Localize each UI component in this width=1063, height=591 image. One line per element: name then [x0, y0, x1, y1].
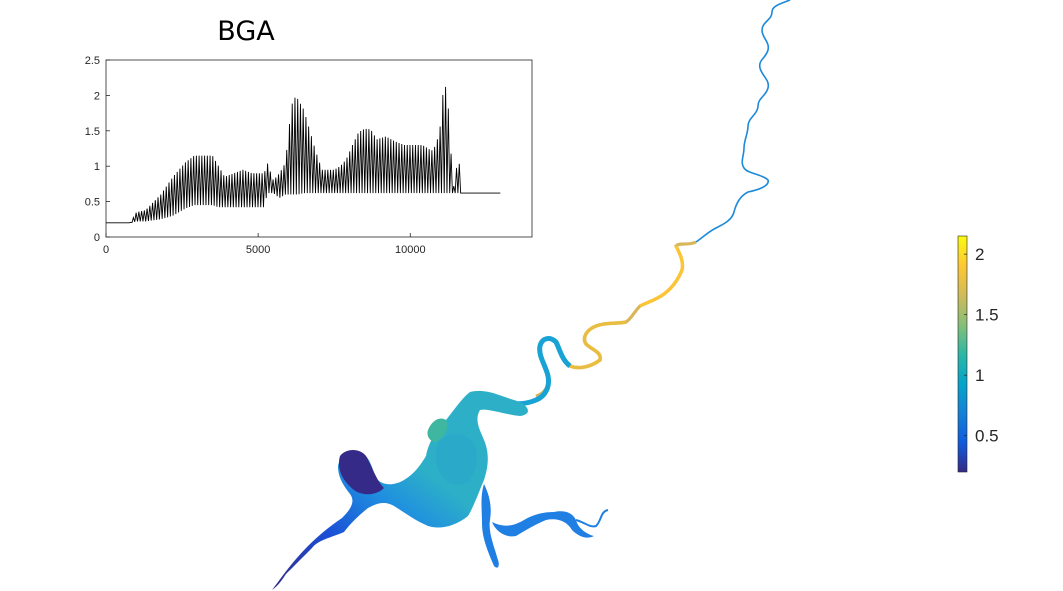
colorbar-tick-label: 0.5	[975, 427, 999, 446]
colorbar-bar	[957, 235, 968, 473]
y-axis: 0 0.5 1 1.5 2 2.5	[85, 55, 110, 244]
lake-body	[272, 390, 528, 590]
x-axis: 0 5000 10000	[103, 233, 426, 256]
x-tick-label: 5000	[246, 244, 270, 256]
lake-green-patch	[427, 418, 448, 442]
river-east-tail	[575, 509, 609, 528]
x-tick-label: 10000	[395, 244, 426, 256]
river-bend	[569, 320, 627, 370]
colorbar: 0.5 1 1.5 2	[957, 235, 999, 473]
river-midsection	[535, 240, 697, 398]
river-meander	[639, 245, 685, 308]
colorbar-tick-label: 1.5	[975, 306, 999, 325]
colorbar-tick-label: 2	[975, 245, 984, 264]
bga-line-chart: BGA 0 5000 10000 0 0.5 1 1.5 2 2.5	[85, 16, 533, 256]
y-tick-label: 2.5	[85, 55, 100, 67]
lake-center	[435, 433, 477, 485]
colorbar-tick-label: 1	[975, 366, 984, 385]
y-tick-label: 0.5	[85, 197, 100, 209]
y-tick-label: 0	[94, 232, 100, 244]
river-map	[272, 0, 791, 590]
lake-southeast-arm	[481, 484, 594, 568]
y-tick-label: 1	[94, 161, 100, 173]
plot-area	[105, 59, 533, 238]
chart-title: BGA	[217, 16, 275, 47]
lake-west-arm	[338, 450, 384, 495]
series-line	[106, 86, 501, 224]
colorbar-ticks: 0.5 1 1.5 2	[964, 245, 999, 446]
x-tick-label: 0	[103, 244, 109, 256]
y-tick-label: 1.5	[85, 126, 100, 138]
y-tick-label: 2	[94, 90, 100, 102]
river-upstream	[695, 0, 791, 243]
river-loop	[497, 336, 572, 407]
series-layer	[106, 86, 501, 224]
